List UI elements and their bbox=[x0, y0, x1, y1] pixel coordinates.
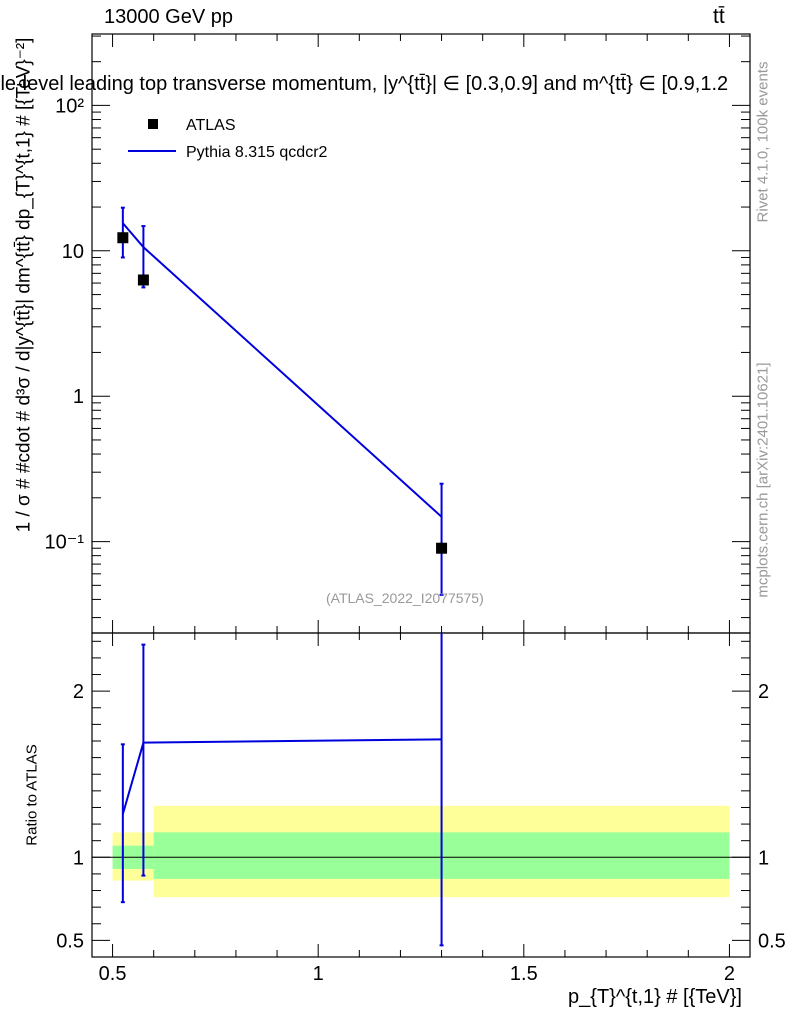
main-y-tick-label-2: 10 bbox=[62, 241, 84, 263]
mcplots-source-label: mcplots.cern.ch [arXiv:2401.10621] bbox=[754, 362, 772, 598]
ratio-y-tick-label-left-2: 2 bbox=[73, 681, 84, 703]
main-y-tick-label-0: 10⁻¹ bbox=[45, 532, 85, 554]
ratio-y-axis-title: Ratio to ATLAS bbox=[23, 744, 41, 846]
main-y-tick-label-3: 10² bbox=[55, 95, 84, 117]
ratio-y-tick-label-left-1: 1 bbox=[73, 847, 84, 869]
x-axis-title: p_{T}^{t,1} # [{TeV}] bbox=[568, 986, 742, 1008]
legend-atlas-label: ATLAS bbox=[186, 117, 236, 134]
x-tick-label-2: 1.5 bbox=[510, 963, 538, 985]
main-data-point-2 bbox=[436, 542, 448, 554]
energy-label: 13000 GeV pp bbox=[104, 6, 233, 28]
process-label: tt̄ bbox=[713, 5, 725, 28]
main-data-point-1 bbox=[137, 274, 149, 286]
ratio-y-tick-label-right-2: 2 bbox=[758, 681, 769, 703]
main-data-point-0 bbox=[117, 232, 129, 244]
x-tick-label-1: 1 bbox=[313, 963, 324, 985]
main-y-axis-title: 1 / σ # #cdot # d³σ / d|y^{tt̄}| dm^{tt̄… bbox=[13, 37, 35, 533]
x-tick-label-0: 0.5 bbox=[99, 963, 127, 985]
rivet-version-label: Rivet 4.1.0, 100k events bbox=[754, 61, 772, 223]
ratio-y-tick-label-right-1: 1 bbox=[758, 847, 769, 869]
main-mc-line bbox=[122, 222, 443, 518]
legend-mc-label: Pythia 8.315 qcdcr2 bbox=[186, 144, 328, 161]
analysis-watermark: (ATLAS_2022_I2077575) bbox=[326, 590, 484, 606]
ratio-y-tick-label-right-0: 0.5 bbox=[758, 930, 786, 952]
ratio-y-tick-label-left-0: 0.5 bbox=[56, 930, 84, 952]
ratio-mc-line bbox=[121, 738, 442, 815]
legend-atlas-marker bbox=[148, 119, 158, 129]
plot-title: icle-level leading top transverse moment… bbox=[0, 73, 729, 95]
main-y-tick-label-1: 1 bbox=[73, 386, 84, 408]
ratio-panel-frame bbox=[91, 632, 751, 958]
x-tick-label-3: 2 bbox=[724, 963, 735, 985]
